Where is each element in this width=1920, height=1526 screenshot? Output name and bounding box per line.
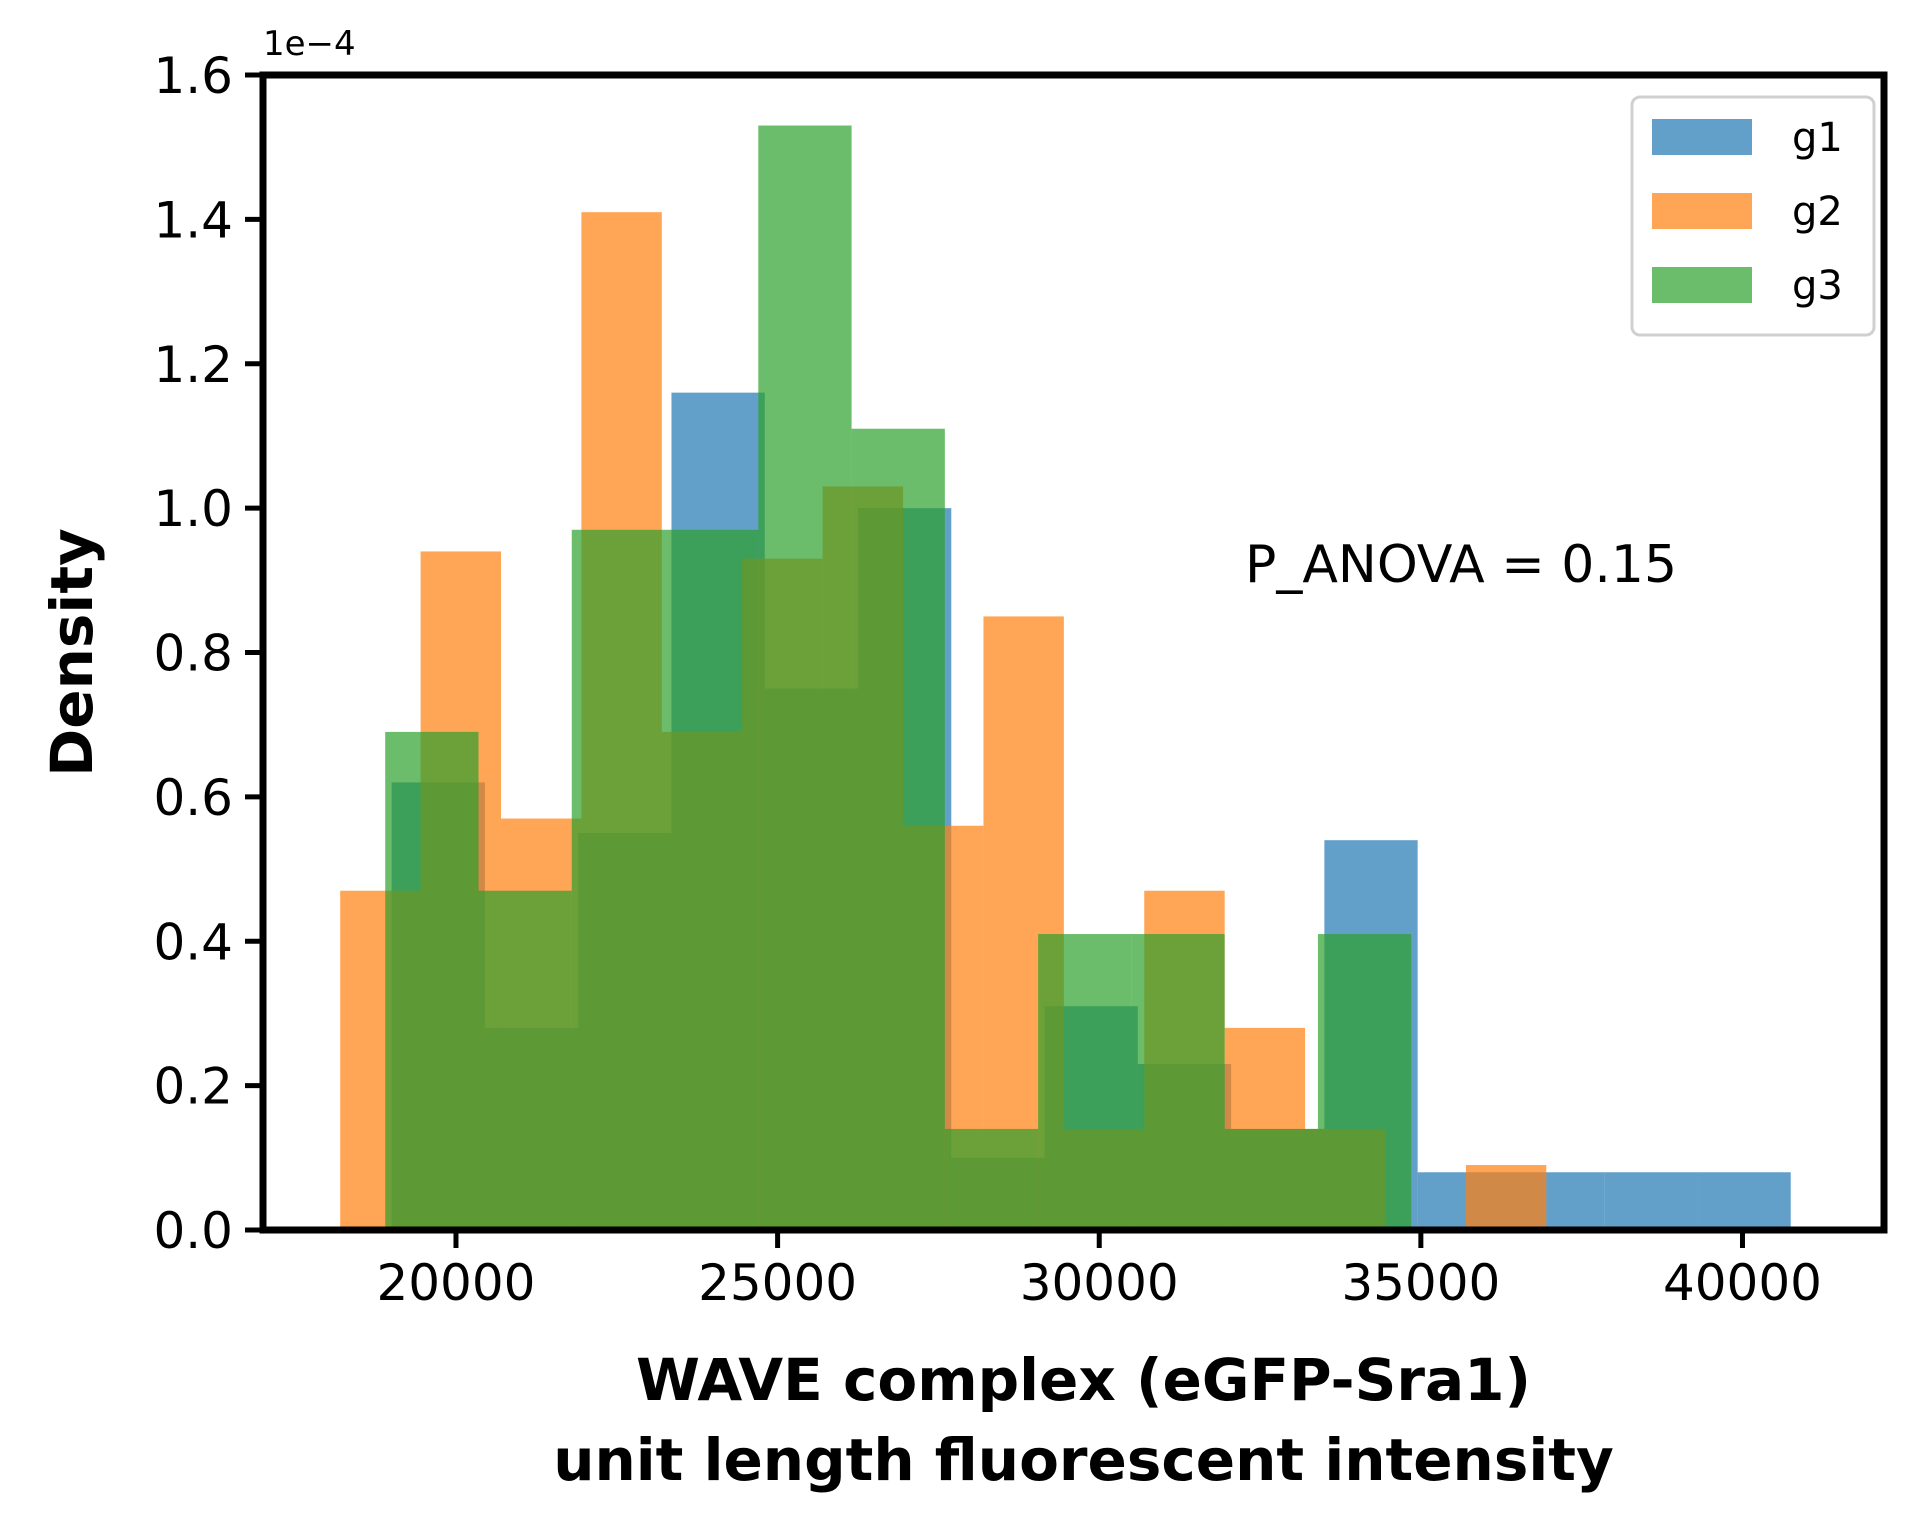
bar-g3-2 — [571, 529, 666, 1230]
p-anova-annotation: P_ANOVA = 0.15 — [1245, 535, 1677, 595]
legend-swatch-g2 — [1652, 193, 1752, 229]
y-tick-label: 0.4 — [153, 913, 233, 971]
bar-g3-3 — [665, 529, 759, 1230]
bar-g3-7 — [1038, 934, 1132, 1230]
bars-layer — [340, 125, 1791, 1230]
x-axis-title-line2: unit length fluorescent intensity — [553, 1426, 1614, 1494]
bar-g2-14 — [1465, 1165, 1547, 1230]
legend-swatch-g1 — [1652, 119, 1752, 155]
y-tick-label: 0.8 — [153, 625, 233, 683]
y-tick-label: 1.4 — [153, 191, 233, 249]
y-tick-label: 0.6 — [153, 769, 233, 827]
legend-label-g1: g1 — [1792, 115, 1843, 161]
legend-label-g3: g3 — [1792, 263, 1843, 309]
legend-swatch-g3 — [1652, 267, 1752, 303]
x-tick-label: 30000 — [1020, 1254, 1179, 1312]
legend-label-g2: g2 — [1792, 189, 1843, 235]
bar-g3-4 — [758, 125, 852, 1230]
bar-g3-10 — [1317, 934, 1412, 1230]
bar-g1-14 — [1697, 1172, 1791, 1230]
y-tick-label: 0.0 — [153, 1202, 233, 1260]
y-offset-label: 1e−4 — [263, 24, 356, 64]
x-tick-label: 20000 — [376, 1254, 535, 1312]
y-axis-title: Density — [38, 528, 106, 777]
y-tick-label: 1.2 — [153, 336, 233, 394]
bar-g3-0 — [385, 731, 479, 1230]
y-tick-label: 0.2 — [153, 1058, 233, 1116]
y-tick-label: 1.6 — [153, 47, 233, 105]
bar-g3-9 — [1224, 1128, 1318, 1230]
legend: g1 g2 g3 — [1630, 95, 1876, 337]
bar-g3-5 — [851, 428, 945, 1230]
y-tick-label: 1.0 — [153, 480, 233, 538]
bar-g1-13 — [1604, 1172, 1698, 1230]
x-tick-label: 25000 — [698, 1254, 857, 1312]
x-tick-label: 40000 — [1663, 1254, 1822, 1312]
ticks-layer: 20000 25000 30000 35000 40000 0.0 0.2 0.4 0.6 0.8… — [153, 47, 1822, 1312]
x-axis-title-line1: WAVE complex (eGFP-Sra1) — [636, 1346, 1531, 1414]
bar-g3-8 — [1131, 934, 1225, 1230]
bar-g3-6 — [944, 1128, 1039, 1230]
x-tick-label: 35000 — [1341, 1254, 1500, 1312]
bar-g3-1 — [478, 890, 572, 1230]
